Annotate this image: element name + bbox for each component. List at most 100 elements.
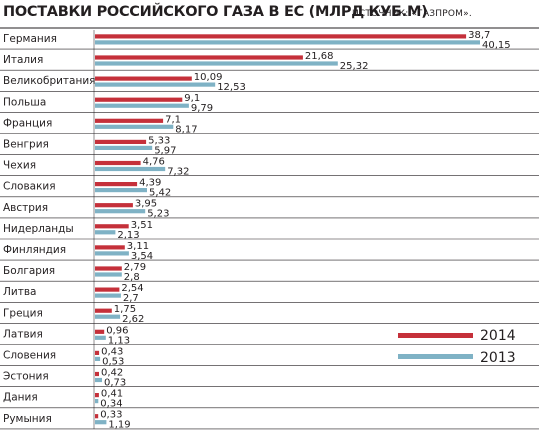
bar-2014	[95, 414, 99, 419]
value-label-2014: 3,51	[131, 220, 153, 231]
category-label: Дания	[3, 392, 38, 404]
category-label: Эстония	[3, 371, 49, 383]
value-label-2013: 1,19	[108, 420, 130, 431]
bar-2013	[95, 103, 189, 108]
value-label-2014: 0,43	[101, 346, 123, 357]
bar-2013	[95, 335, 106, 340]
category-label: Литва	[3, 286, 36, 298]
value-label-2014: 4,39	[139, 178, 161, 189]
category-label: Болгария	[3, 265, 55, 277]
legend-swatch-2014	[398, 333, 473, 338]
category-label: Словения	[3, 350, 56, 362]
value-label-2013: 12,53	[217, 82, 246, 93]
value-label-2014: 5,33	[148, 135, 170, 146]
bar-2014	[95, 118, 164, 123]
category-label: Нидерланды	[3, 223, 74, 235]
bar-2013	[95, 124, 174, 129]
bar-2013	[95, 314, 121, 319]
bar-2014	[95, 182, 138, 187]
category-label: Чехия	[3, 160, 36, 172]
bar-2014	[95, 224, 129, 229]
value-label-2013: 8,17	[175, 124, 197, 135]
bar-2013	[95, 420, 107, 425]
category-label: Венгрия	[3, 139, 49, 151]
value-label-2014: 3,11	[127, 241, 149, 252]
bar-2014	[95, 97, 183, 102]
value-label-2013: 2,7	[123, 293, 139, 304]
bar-2014	[95, 329, 105, 334]
bar-2014	[95, 350, 100, 355]
bar-2014	[95, 287, 120, 292]
bar-2013	[95, 356, 101, 361]
value-label-2014: 4,76	[143, 157, 165, 168]
value-label-2013: 2,62	[122, 314, 144, 325]
value-label-2014: 0,41	[101, 389, 123, 400]
value-label-2014: 9,1	[184, 93, 200, 104]
bar-2013	[95, 293, 121, 298]
bar-2014	[95, 34, 467, 39]
value-label-2013: 5,97	[154, 145, 176, 156]
value-label-2014: 0,96	[106, 325, 128, 336]
bar-2013	[95, 377, 102, 383]
bar-2013	[95, 230, 116, 235]
value-label-2013: 7,32	[167, 167, 189, 178]
bar-2013	[95, 251, 129, 256]
value-label-2013: 5,42	[149, 188, 171, 199]
bar-2013	[95, 82, 216, 87]
chart-title: ПОСТАВКИ РОССИЙСКОГО ГАЗА В ЕС (МЛРД КУБ…	[3, 4, 428, 20]
value-label-2014: 7,1	[165, 114, 181, 125]
value-label-2014: 10,09	[194, 72, 223, 83]
value-label-2013: 3,54	[131, 251, 153, 262]
legend-label-2014: 2014	[480, 328, 516, 344]
value-label-2013: 40,15	[482, 40, 511, 51]
value-label-2013: 0,53	[102, 356, 124, 367]
category-label: Греция	[3, 307, 43, 319]
bar-2014	[95, 76, 192, 81]
bar-2014	[95, 308, 112, 313]
bar-2013	[95, 188, 147, 193]
value-label-2013: 2,13	[117, 230, 139, 241]
category-label: Австрия	[3, 202, 48, 214]
value-label-2014: 1,75	[114, 304, 136, 315]
category-label: Польша	[3, 96, 46, 108]
value-label-2013: 9,79	[191, 103, 213, 114]
bar-2014	[95, 203, 133, 208]
bar-2013	[95, 145, 153, 150]
bar-2014	[95, 371, 99, 377]
value-label-2013: 2,8	[124, 272, 140, 283]
bar-2013	[95, 166, 166, 172]
bar-2014	[95, 266, 122, 271]
category-label: Финляндия	[3, 244, 66, 256]
value-label-2014: 0,33	[100, 410, 122, 421]
bar-2014	[95, 55, 303, 60]
value-label-2013: 5,23	[147, 209, 169, 220]
category-label: Словакия	[3, 181, 56, 193]
category-label: Франция	[3, 117, 52, 129]
value-label-2014: 3,95	[135, 199, 157, 210]
category-label: Италия	[3, 54, 43, 66]
value-label-2014: 2,54	[121, 283, 143, 294]
category-label: Латвия	[3, 328, 43, 340]
value-label-2013: 25,32	[340, 61, 369, 72]
bar-2013	[95, 399, 99, 404]
value-label-2014: 38,7	[468, 30, 490, 41]
bar-2014	[95, 393, 99, 398]
bar-2014	[95, 160, 141, 166]
legend-label-2013: 2013	[480, 350, 516, 366]
value-label-2014: 21,68	[305, 51, 334, 62]
value-label-2013: 0,73	[104, 378, 126, 389]
source-note: ИСТОЧНИК: «ГАЗПРОМ».	[352, 9, 472, 19]
bar-2013	[95, 40, 480, 45]
legend-swatch-2013	[398, 354, 473, 359]
bar-2013	[95, 61, 338, 66]
bar-2013	[95, 272, 122, 277]
value-label-2014: 2,79	[124, 262, 146, 273]
value-label-2013: 0,34	[100, 399, 122, 410]
category-label: Румыния	[3, 413, 52, 425]
bar-2013	[95, 209, 146, 214]
value-label-2013: 1,13	[108, 335, 130, 346]
category-label: Великобритания	[3, 75, 96, 87]
bar-2014	[95, 245, 125, 250]
value-label-2014: 0,42	[101, 368, 123, 379]
